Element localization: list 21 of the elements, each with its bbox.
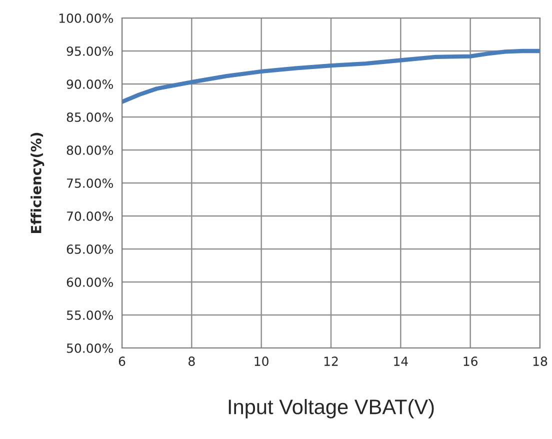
y-tick-label: 95.00% <box>66 46 113 56</box>
y-tick-label: 80.00% <box>66 145 113 155</box>
y-tick-label: 70.00% <box>67 211 113 221</box>
x-tick-label: 10 <box>254 356 268 366</box>
x-tick-label: 8 <box>188 356 195 366</box>
x-tick-label: 18 <box>533 356 548 366</box>
y-tick-label: 50.00% <box>66 343 113 353</box>
x-tick-label: 14 <box>394 356 408 366</box>
y-tick-label: 100.00% <box>59 13 113 23</box>
x-tick-label: 6 <box>118 356 126 366</box>
y-axis-title: Efficiency(%) <box>30 132 44 233</box>
x-tick-label: 12 <box>324 356 338 366</box>
y-tick-label: 75.00% <box>67 178 113 188</box>
x-tick-label: 16 <box>464 356 478 366</box>
y-tick-label: 60.00% <box>66 277 113 287</box>
y-tick-label: 65.00% <box>66 244 113 254</box>
line-series <box>122 48 540 104</box>
y-tick-label: 85.00% <box>66 112 113 122</box>
y-tick-label: 90.00% <box>66 79 113 89</box>
x-axis-title: Input Voltage VBAT(V) <box>228 398 434 418</box>
y-tick-label: 55.00% <box>66 310 113 320</box>
